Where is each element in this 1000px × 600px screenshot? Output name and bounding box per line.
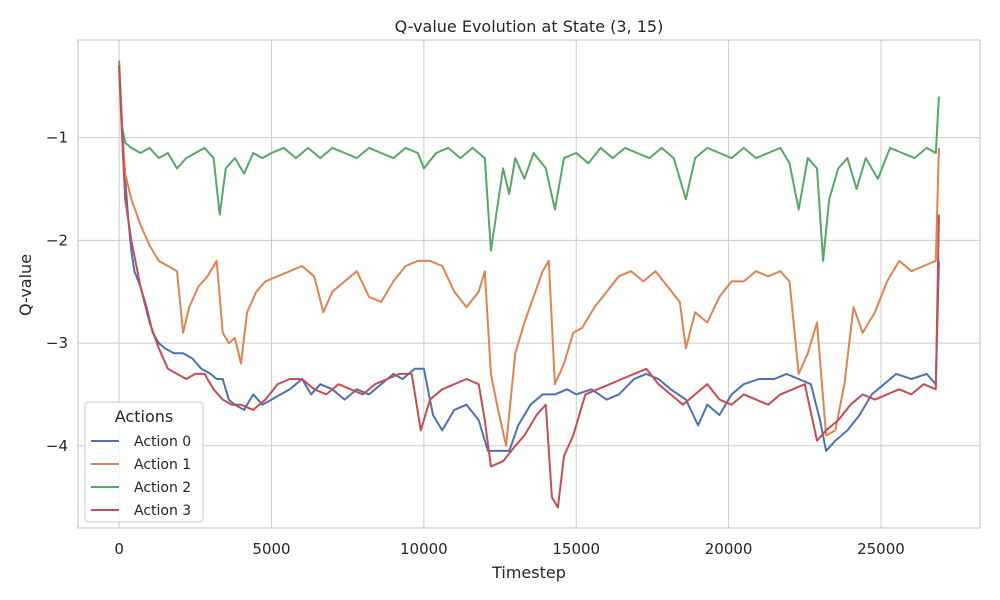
x-tick-label: 25000 [857, 540, 905, 558]
legend-entry-label: Action 1 [134, 457, 191, 473]
legend-title: Actions [115, 407, 173, 426]
x-tick-label: 10000 [400, 540, 448, 558]
legend-entry-label: Action 0 [134, 434, 191, 450]
series-line-action-0 [118, 65, 940, 452]
x-axis-label: Timestep [491, 563, 566, 582]
y-tick-label: −1 [46, 129, 68, 147]
y-tick-label: −3 [46, 334, 68, 352]
legend-box [84, 401, 204, 523]
legend: Actions Action 0 Action 1 Action 2 Action 3 [84, 401, 204, 523]
y-tick-label: −2 [46, 231, 68, 249]
series-line-action-2 [118, 60, 940, 262]
y-axis-label: Q-value [16, 254, 35, 316]
series-line-action-1 [118, 70, 940, 447]
plot-frame [77, 39, 981, 529]
x-tick-label: 20000 [705, 540, 753, 558]
x-tick-label: 5000 [252, 540, 290, 558]
legend-entry-label: Action 3 [134, 503, 191, 519]
x-tick-label: 15000 [552, 540, 600, 558]
chart-title: Q-value Evolution at State (3, 15) [395, 17, 664, 36]
x-tick-label: 0 [114, 540, 124, 558]
plot-background [78, 40, 980, 528]
series-line-action-3 [118, 65, 940, 509]
plot-area: 0 5000 10000 15000 20000 25000 −1 −2 −3 −4 [46, 39, 981, 558]
y-tick-label: −4 [46, 437, 68, 455]
legend-entry-label: Action 2 [134, 480, 191, 496]
